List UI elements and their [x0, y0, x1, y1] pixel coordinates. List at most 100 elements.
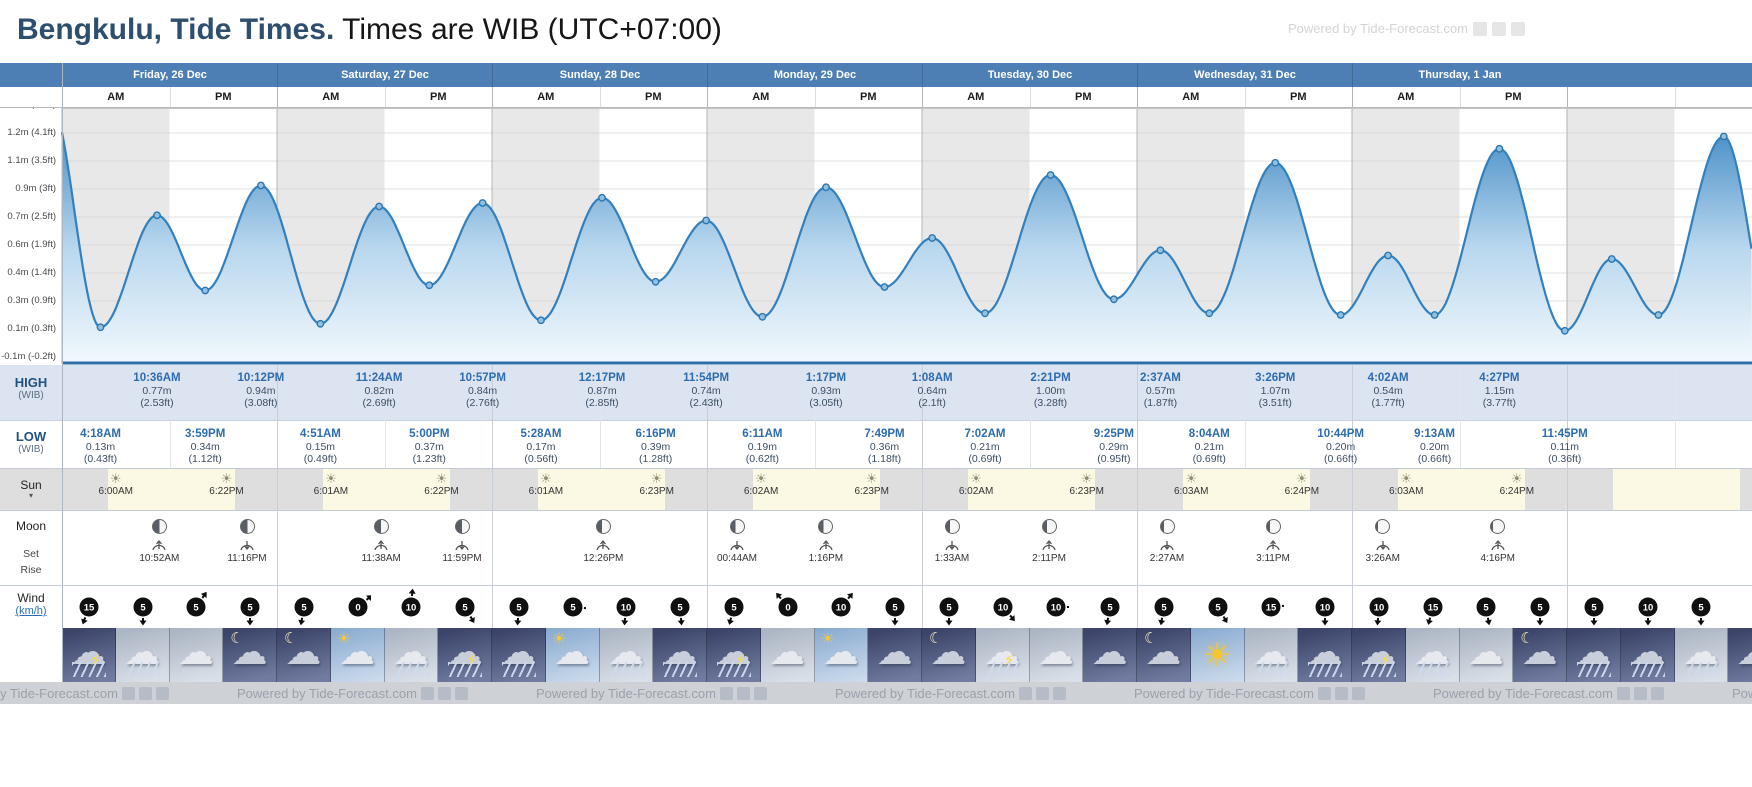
wind-marker: 5 — [506, 588, 532, 631]
tide-height-ft: (0.66ft) — [1324, 453, 1358, 465]
tide-time: 4:02AM — [1367, 372, 1409, 384]
high-tide-entry: 10:12PM 0.94m (3.08ft) — [221, 372, 301, 409]
tide-height-ft: (2.76ft) — [465, 397, 500, 409]
tide-point — [1336, 311, 1345, 319]
high-tide-entry: 10:57PM 0.84m (2.76ft) — [443, 372, 523, 409]
social-icon — [1018, 686, 1032, 700]
weather-tile-rain: ☁ — [653, 628, 707, 682]
social-icon — [1317, 686, 1331, 700]
y-axis-label: 0.4m (1.4ft) — [7, 267, 56, 278]
moonset-icon — [730, 541, 744, 551]
table-halfday-divider — [1459, 365, 1461, 468]
sunrise-time: 6:03AM — [1173, 486, 1209, 497]
moonset-icon — [240, 541, 254, 551]
weather-tile-cloud: ☁ — [1083, 628, 1137, 682]
wind-marker: 10 — [1312, 588, 1338, 631]
tide-time: 8:04AM — [1188, 428, 1230, 440]
sunset-marker: ☀ 6:24PM — [1272, 471, 1332, 498]
cloud-icon: ☁ — [1521, 630, 1558, 672]
sunrise-icon: ☀ — [325, 471, 337, 486]
tide-height-m: 0.87m — [587, 385, 617, 397]
sunset-marker: ☀ 6:23PM — [1057, 471, 1117, 498]
tide-height-m: 0.57m — [1145, 385, 1176, 397]
rain-streaks-icon — [1308, 662, 1343, 677]
moon-time: 12:26PM — [583, 553, 624, 564]
timezone-subtitle: Times are WIB (UTC+07:00) — [334, 13, 722, 46]
cloud-icon: ☁ — [930, 630, 967, 672]
daylight-band — [1398, 469, 1525, 510]
wind-marker: 10 — [1366, 588, 1392, 631]
caret-down-icon[interactable]: ▾ — [28, 491, 33, 500]
high-tide-entry: 2:21PM 1.00m (3.28ft) — [1011, 372, 1091, 409]
sunset-time: 6:23PM — [854, 486, 889, 497]
tide-height-ft: (0.66ft) — [1417, 453, 1452, 465]
moon-phase-icon — [1490, 519, 1506, 534]
column-divider — [1567, 87, 1568, 107]
sunset-marker: ☀ 6:22PM — [197, 471, 257, 498]
table-halfday-divider — [814, 365, 816, 468]
y-axis-label: 0.3m (0.9ft) — [7, 295, 56, 306]
ampm-label-am: AM — [752, 91, 770, 103]
social-icon — [753, 686, 767, 700]
high-tide-entry: 12:17PM 0.87m (2.85ft) — [562, 372, 642, 409]
wind-marker: 0 — [775, 588, 801, 631]
ampm-label-am: AM — [1397, 91, 1415, 103]
moon-phase-icon — [1265, 519, 1281, 534]
tide-height-m: 0.82m — [364, 385, 394, 397]
tide-height-m: 0.17m — [526, 441, 556, 453]
wind-speed: 5 — [731, 602, 737, 613]
tide-height-m: 0.20m — [1326, 441, 1356, 453]
rain-streaks-icon — [72, 662, 106, 677]
table-halfday-divider — [169, 365, 171, 468]
ampm-label-am: AM — [322, 91, 340, 103]
wind-marker: 10 — [1043, 588, 1075, 631]
wind-marker: 5 — [882, 588, 908, 631]
moonrise-event: 3:11PM — [1241, 519, 1305, 565]
wind-speed: 0 — [785, 602, 790, 613]
wind-direction-arrow — [621, 617, 629, 626]
y-axis-label: 0.6m (1.9ft) — [7, 239, 56, 250]
y-axis-label: 1.1m (3.5ft) — [7, 155, 56, 166]
wind-direction-arrow — [1374, 617, 1382, 626]
table-day-divider — [1352, 365, 1353, 628]
tide-height-ft: (2.69ft) — [362, 397, 396, 409]
wind-unit-link[interactable]: (km/h) — [15, 605, 47, 617]
tide-height-m: 0.21m — [970, 441, 1000, 453]
wind-marker: 5 — [560, 588, 592, 631]
lightning-icon: ⚡ — [735, 652, 746, 669]
tide-height-ft: (2.85ft) — [585, 397, 619, 409]
wind-direction-arrow — [468, 616, 475, 624]
social-icon — [1334, 686, 1348, 700]
moon-phase-icon — [1159, 519, 1175, 534]
halfday-divider — [1029, 87, 1031, 107]
moon-time: 10:52AM — [139, 553, 180, 564]
tide-height-ft: (2.43ft) — [689, 397, 723, 409]
sunset-marker: ☀ 6:23PM — [627, 471, 687, 498]
rain-streaks-icon — [663, 662, 698, 677]
y-axis-label: 0.1m (0.3ft) — [7, 323, 56, 334]
tide-height-ft: (1.77ft) — [1371, 397, 1405, 409]
sunset-marker: ☀ 6:24PM — [1487, 471, 1547, 498]
wind-label: Wind — [17, 591, 45, 605]
tide-point — [256, 181, 265, 190]
moonrise-event: 10:52AM — [127, 519, 191, 565]
tide-height-m: 0.74m — [691, 385, 721, 397]
moon-time: 2:27AM — [1149, 553, 1185, 564]
sun-icon: ☀ — [820, 631, 835, 648]
tide-height-m: 0.37m — [414, 441, 444, 453]
tide-time: 10:36AM — [133, 372, 181, 384]
wind-speed: 5 — [1161, 602, 1167, 613]
tide-height-m: 0.34m — [190, 441, 220, 453]
table-day-divider — [1137, 365, 1138, 628]
ampm-label-am: AM — [107, 91, 125, 103]
cloud-icon: ☁ — [231, 630, 268, 672]
social-icon — [1035, 686, 1049, 700]
sunrise-marker: ☀ 6:02AM — [731, 471, 791, 498]
table-halfday-divider — [1674, 365, 1676, 468]
wind-direction-arrow — [80, 616, 88, 625]
day-header-cell: Monday, 29 Dec — [707, 63, 922, 87]
low-tide-entry: 3:59PM 0.34m (1.12ft) — [165, 428, 245, 465]
y-axis-label: 1.2m (4.1ft) — [7, 127, 56, 138]
weather-tile-cloud: ☁ — [868, 628, 922, 682]
tide-point — [1156, 246, 1165, 255]
